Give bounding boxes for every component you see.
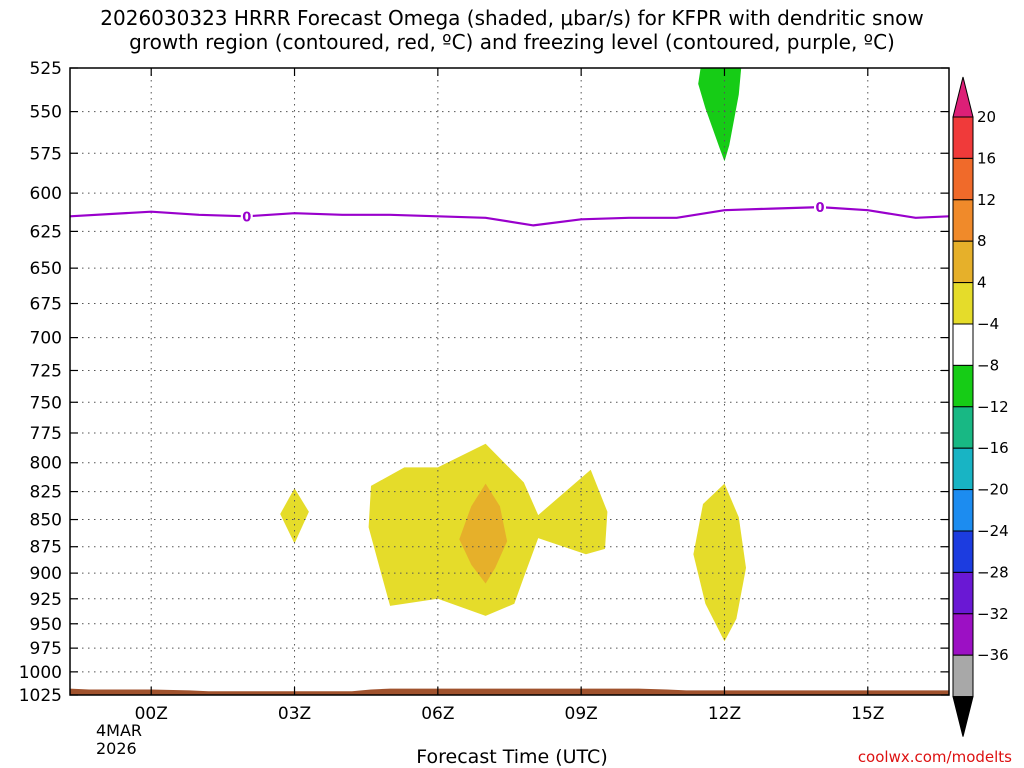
- y-tick-label: 550: [30, 103, 62, 123]
- y-tick-label: 925: [30, 590, 62, 610]
- colorbar-label: −28: [977, 563, 1009, 581]
- colorbar-label: −4: [977, 315, 999, 333]
- omega-shading: [280, 68, 746, 642]
- colorbar-label: 12: [977, 191, 996, 209]
- freezing-label-bg: [814, 200, 827, 215]
- x-tick-label: 03Z: [278, 704, 311, 724]
- colorbar-label: −24: [977, 522, 1009, 540]
- colorbar-label: 8: [977, 232, 987, 250]
- colorbar-swatch: [952, 530, 974, 573]
- x-axis-label: Forecast Time (UTC): [416, 746, 608, 768]
- y-tick-label: 525: [30, 59, 62, 79]
- ground-fill: [70, 688, 949, 695]
- x-tick-label: 12Z: [708, 704, 741, 724]
- colorbar-swatch: [952, 447, 974, 491]
- x-tick-label: 15Z: [851, 704, 884, 724]
- colorbar-swatch: [952, 406, 974, 449]
- y-tick-label: 625: [30, 222, 62, 242]
- y-tick-label: 675: [30, 295, 62, 315]
- colorbar-swatch: [952, 323, 974, 366]
- y-tick-label: 725: [30, 361, 62, 381]
- date-line-2: 2026: [96, 739, 137, 758]
- colorbar-swatch: [952, 654, 974, 698]
- y-tick-label: 1000: [19, 663, 62, 683]
- colorbar-bottom-arrow: [952, 696, 974, 737]
- y-tick-label: 950: [30, 615, 62, 635]
- y-tick-label: 800: [30, 454, 62, 474]
- colorbar-label: −16: [977, 439, 1009, 457]
- x-tick-label: 00Z: [135, 704, 168, 724]
- colorbar-swatch: [952, 364, 974, 408]
- omega-region-0: [698, 68, 742, 162]
- y-tick-label: 1025: [19, 686, 62, 706]
- colorbar-label: −12: [977, 398, 1009, 416]
- omega-region-1: [280, 488, 309, 544]
- colorbar-label: −8: [977, 356, 999, 374]
- colorbar-label: −32: [977, 605, 1009, 623]
- x-tick-label: 09Z: [565, 704, 598, 724]
- colorbar-swatch: [952, 489, 974, 532]
- y-tick-label: 875: [30, 538, 62, 558]
- y-tick-label: 700: [30, 329, 62, 349]
- date-line-1: 4MAR: [96, 721, 143, 740]
- colorbar-swatch: [952, 571, 974, 615]
- y-tick-label: 750: [30, 393, 62, 413]
- y-tick-label: 975: [30, 639, 62, 659]
- colorbar: 20 16 12 8 4 −4 −8 −12 −16 −20 −24 −28 −32 −36: [952, 76, 1009, 737]
- colorbar-swatch: [952, 240, 974, 284]
- freezing-level-label: 0: [815, 201, 824, 216]
- colorbar-swatch: [952, 199, 974, 242]
- x-axis: 00Z 03Z 06Z 09Z 12Z 15Z: [135, 68, 884, 724]
- colorbar-top-arrow: [952, 76, 974, 118]
- y-tick-label: 900: [30, 564, 62, 584]
- date-label: 4MAR 2026: [96, 722, 142, 758]
- y-tick-label: 825: [30, 483, 62, 503]
- omega-region-3: [459, 483, 508, 584]
- title-line-1: 2026030323 HRRR Forecast Omega (shaded, …: [100, 6, 924, 30]
- y-tick-label: 775: [30, 424, 62, 444]
- colorbar-label: −36: [977, 646, 1009, 664]
- freezing-label-bg: [240, 209, 253, 224]
- y-tick-label: 600: [30, 184, 62, 204]
- colorbar-label: 16: [977, 149, 996, 167]
- y-tick-label: 575: [30, 144, 62, 164]
- colorbar-label: 20: [977, 108, 996, 126]
- colorbar-swatch: [952, 282, 974, 325]
- freezing-level: 00: [69, 200, 950, 227]
- y-axis: 525 550 575 600 625 650 675 700 725 750 775 800 825 8…: [19, 59, 949, 706]
- grid: [70, 68, 949, 695]
- colorbar-swatch: [952, 157, 974, 201]
- colorbar-swatch: [952, 116, 974, 159]
- freezing-level-label: 0: [242, 210, 251, 225]
- colorbar-label: −20: [977, 481, 1009, 499]
- title-line-2: growth region (contoured, red, ºC) and f…: [129, 30, 895, 54]
- credit-link[interactable]: coolwx.com/modelts: [857, 748, 1012, 766]
- colorbar-label: 4: [977, 274, 987, 292]
- chart-title: 2026030323 HRRR Forecast Omega (shaded, …: [0, 6, 1024, 54]
- y-tick-label: 850: [30, 511, 62, 531]
- omega-region-4: [693, 483, 746, 642]
- plot-frame: [69, 67, 950, 696]
- terrain: [70, 688, 949, 695]
- colorbar-swatch: [952, 613, 974, 656]
- x-tick-label: 06Z: [421, 704, 454, 724]
- y-tick-label: 650: [30, 259, 62, 279]
